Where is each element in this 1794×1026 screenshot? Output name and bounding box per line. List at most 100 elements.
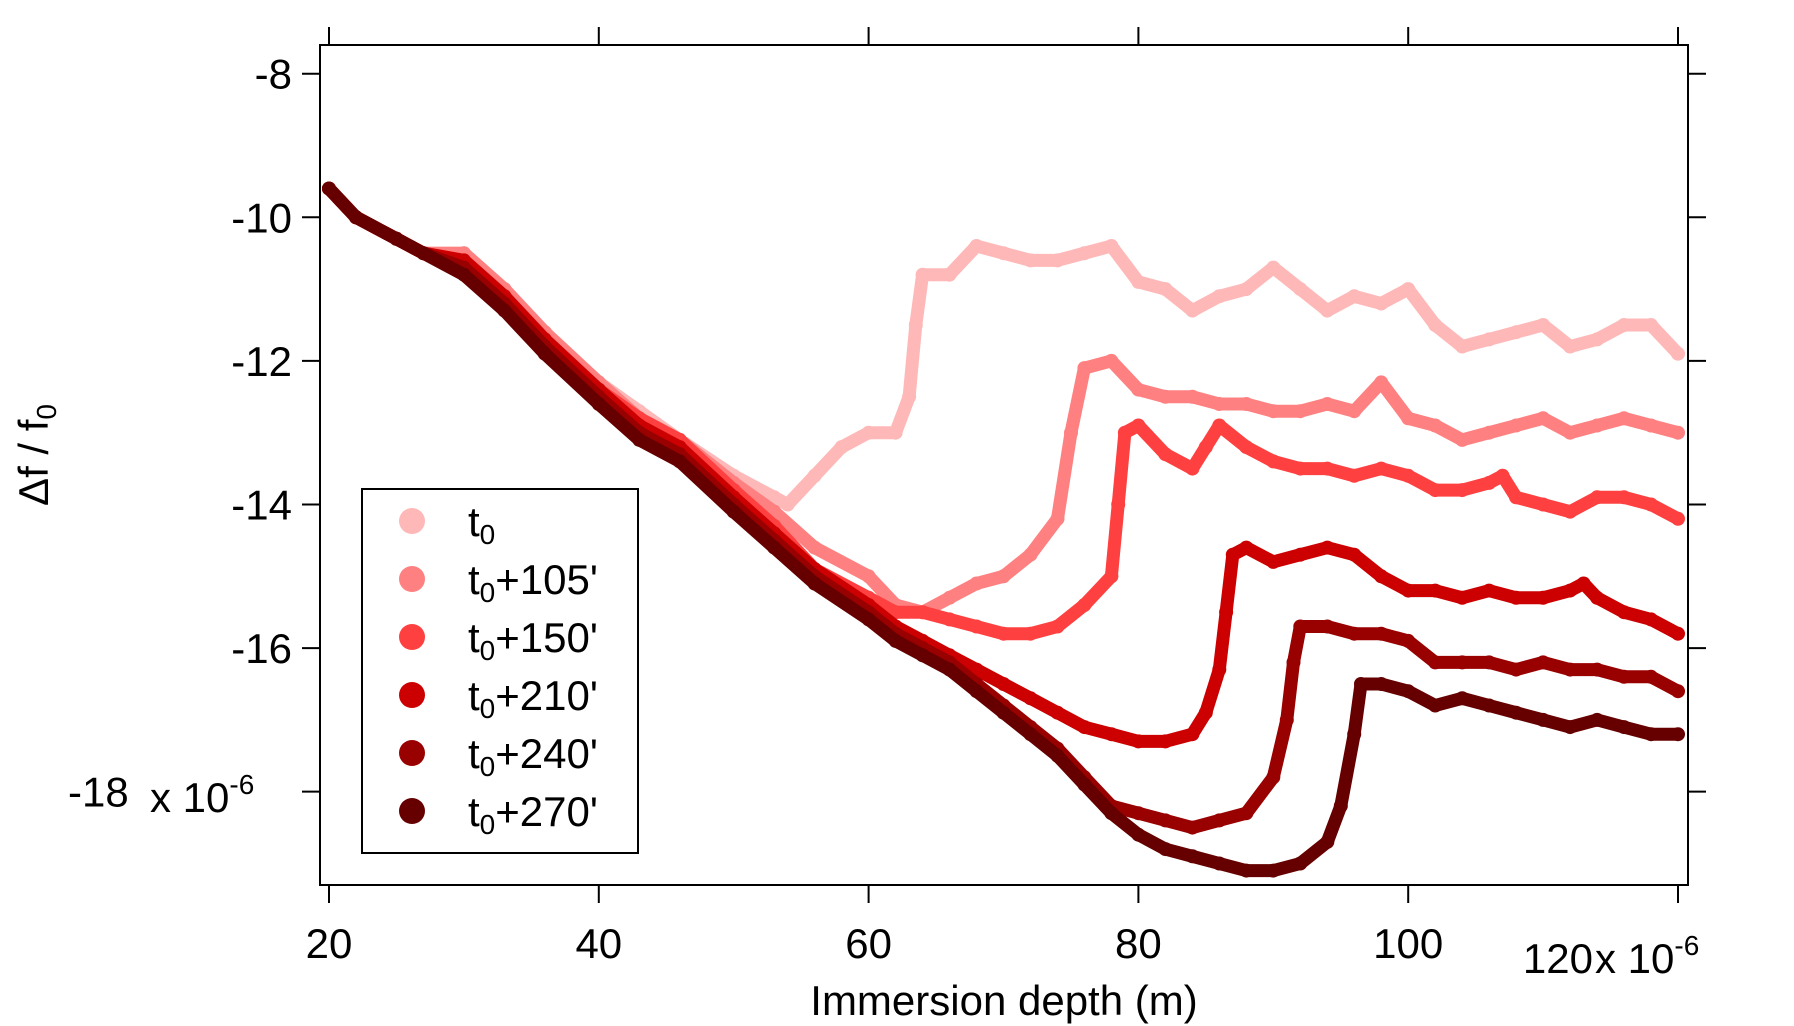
data-point bbox=[1563, 720, 1578, 735]
data-point bbox=[591, 397, 606, 411]
x-tick-label: 20 bbox=[306, 920, 353, 967]
data-point bbox=[1428, 698, 1443, 713]
data-point bbox=[1104, 806, 1119, 821]
data-point bbox=[1509, 490, 1524, 505]
y-axis-title: Δf / f0 bbox=[10, 404, 62, 506]
x-tick-label: 60 bbox=[845, 920, 892, 967]
data-point bbox=[969, 576, 984, 591]
data-point bbox=[1644, 727, 1658, 742]
data-point bbox=[1536, 318, 1551, 332]
data-point bbox=[1509, 590, 1524, 605]
legend-marker bbox=[399, 740, 425, 766]
data-point bbox=[1185, 303, 1200, 318]
data-point bbox=[1671, 425, 1685, 440]
x-tick-label: 80 bbox=[1115, 920, 1162, 967]
x-axis-ticks: 20 40 60 80 100 120 bbox=[306, 27, 1679, 982]
data-point bbox=[888, 633, 903, 648]
data-point bbox=[1266, 554, 1281, 569]
data-point bbox=[1050, 511, 1065, 526]
data-point bbox=[1050, 748, 1065, 763]
data-point bbox=[1131, 274, 1146, 289]
data-point bbox=[1158, 734, 1173, 749]
data-point bbox=[1644, 318, 1658, 332]
data-point bbox=[1428, 418, 1443, 433]
legend-label: t0+150' bbox=[468, 614, 598, 666]
data-point bbox=[1347, 468, 1362, 483]
data-point bbox=[1117, 425, 1132, 440]
data-point bbox=[942, 590, 957, 605]
data-point bbox=[456, 267, 471, 282]
data-point bbox=[996, 677, 1011, 691]
data-point bbox=[1563, 504, 1578, 519]
data-point bbox=[1354, 677, 1368, 691]
data-point bbox=[1671, 727, 1685, 742]
legend-label: t0+105' bbox=[468, 556, 598, 608]
data-point bbox=[1185, 727, 1200, 742]
legend-marker bbox=[399, 682, 425, 708]
data-point bbox=[1401, 684, 1416, 699]
data-point bbox=[861, 425, 876, 440]
data-point bbox=[1617, 490, 1631, 505]
data-point bbox=[1536, 655, 1551, 670]
data-point bbox=[1185, 389, 1200, 404]
data-point bbox=[1104, 239, 1119, 253]
data-point bbox=[1563, 662, 1578, 677]
legend-label: t0+270' bbox=[468, 788, 598, 840]
data-point bbox=[1212, 662, 1227, 677]
data-point bbox=[1617, 669, 1631, 684]
data-point bbox=[632, 432, 647, 447]
legend-marker bbox=[399, 508, 425, 534]
data-point bbox=[767, 540, 782, 555]
data-point bbox=[1401, 633, 1416, 648]
data-point bbox=[1671, 684, 1685, 699]
legend: t0 t0+105' t0+150' t0+210' t0+240' t0+270' bbox=[361, 488, 639, 854]
data-point bbox=[1536, 712, 1551, 727]
data-point bbox=[1239, 806, 1254, 821]
data-point bbox=[861, 612, 876, 627]
data-point bbox=[1293, 856, 1308, 871]
data-point bbox=[1239, 540, 1254, 555]
data-point bbox=[1212, 418, 1227, 433]
data-point bbox=[1509, 705, 1524, 720]
data-point bbox=[1266, 260, 1281, 275]
legend-items: t0 t0+105' t0+150' t0+210' t0+240' t0+270' bbox=[399, 498, 598, 840]
data-point bbox=[996, 569, 1011, 584]
plot-frame bbox=[319, 44, 1689, 886]
data-point bbox=[1212, 813, 1227, 828]
data-point bbox=[1617, 318, 1631, 332]
data-point bbox=[1590, 662, 1605, 677]
data-point bbox=[389, 231, 404, 246]
data-point bbox=[1239, 863, 1254, 878]
data-point bbox=[1374, 677, 1389, 691]
y-tick-label: -18 bbox=[68, 769, 129, 816]
data-point bbox=[1671, 511, 1685, 526]
data-point bbox=[915, 648, 930, 663]
data-point bbox=[1644, 418, 1658, 433]
data-point bbox=[942, 662, 957, 677]
data-point bbox=[1320, 461, 1335, 476]
data-point bbox=[1293, 461, 1308, 476]
data-point bbox=[969, 684, 984, 699]
data-point bbox=[1455, 339, 1470, 354]
data-point bbox=[1644, 497, 1658, 512]
data-point bbox=[1428, 583, 1443, 598]
data-point bbox=[1563, 425, 1578, 440]
y-tick-label: -14 bbox=[231, 481, 292, 528]
data-point bbox=[1131, 734, 1146, 749]
data-point bbox=[1077, 598, 1092, 612]
data-point bbox=[1219, 605, 1234, 620]
data-point bbox=[1239, 440, 1254, 455]
series-layer bbox=[322, 181, 1685, 878]
data-point bbox=[1455, 655, 1470, 670]
y-tick-label: -16 bbox=[231, 625, 292, 672]
data-point bbox=[1212, 856, 1227, 871]
data-point bbox=[969, 239, 984, 253]
data-point bbox=[1333, 799, 1348, 813]
data-point bbox=[1158, 389, 1173, 404]
data-point bbox=[1212, 397, 1227, 411]
data-point bbox=[1401, 282, 1416, 297]
y-axis-ticks: -8 -10 -12 -14 -16 -18 bbox=[68, 51, 1706, 816]
data-point bbox=[349, 210, 363, 225]
data-point bbox=[1509, 418, 1524, 433]
y-tick-label: -10 bbox=[231, 194, 292, 241]
